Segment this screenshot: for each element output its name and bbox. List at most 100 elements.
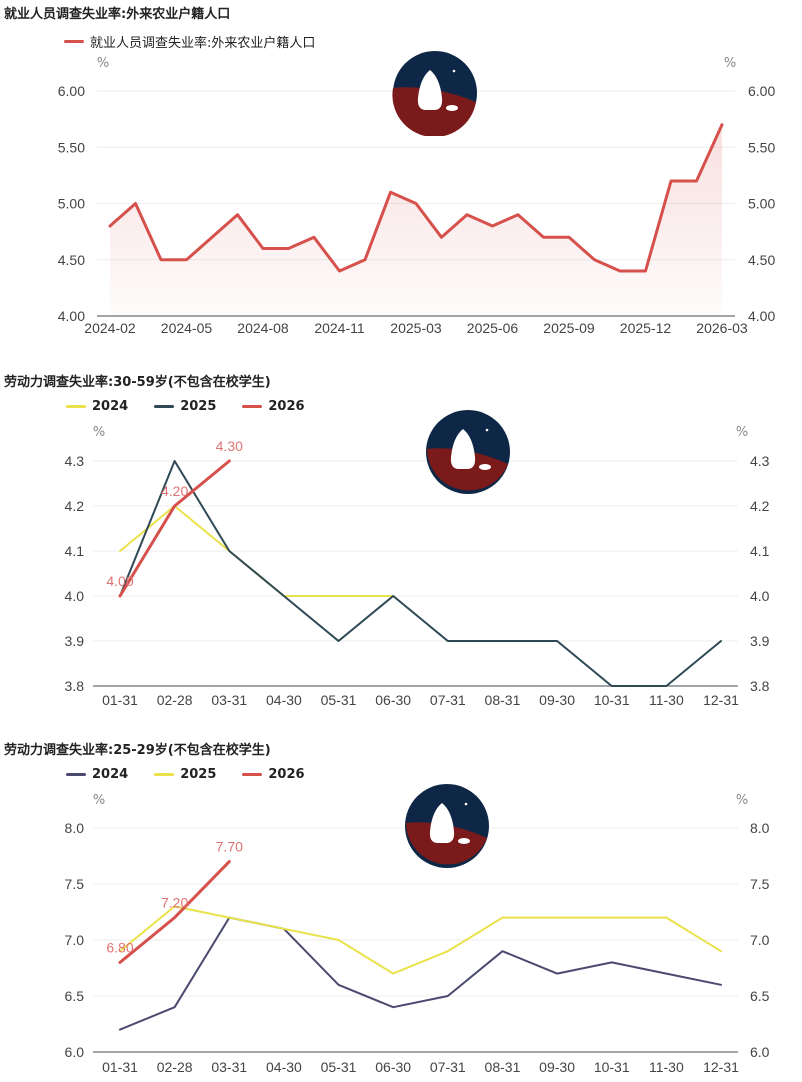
y-unit-left: % <box>93 425 105 440</box>
x-tick-label: 09-30 <box>539 692 575 708</box>
y-tick-label-left: 7.0 <box>65 932 85 948</box>
y-tick-label-right: 6.0 <box>750 1044 770 1060</box>
x-tick-label: 07-31 <box>430 1059 466 1075</box>
y-tick-label-right: 7.0 <box>750 932 770 948</box>
x-tick-label: 12-31 <box>703 692 739 708</box>
series-line-2026 <box>118 459 231 598</box>
x-tick-label: 2024-08 <box>237 320 289 336</box>
x-tick-label: 08-31 <box>485 1059 521 1075</box>
x-tick-label: 05-31 <box>321 692 357 708</box>
x-tick-label: 2025-06 <box>467 320 519 336</box>
y-unit-right: % <box>724 56 736 71</box>
legend-swatch <box>66 405 86 408</box>
x-tick-label: 2025-03 <box>390 320 442 336</box>
chart-3-title: 劳动力调查失业率:25-29岁(不包含在校学生) <box>4 743 271 758</box>
y-tick-label-right: 3.8 <box>750 678 770 694</box>
legend-label: 2025 <box>180 399 217 414</box>
x-tick-label: 06-30 <box>375 692 411 708</box>
y-tick-label-left: 6.0 <box>65 1044 85 1060</box>
x-tick-label: 2025-09 <box>543 320 595 336</box>
x-tick-label: 04-30 <box>266 1059 302 1075</box>
x-tick-label: 08-31 <box>485 692 521 708</box>
y-tick-label-left: 4.0 <box>65 588 85 604</box>
y-tick-label-right: 4.0 <box>750 588 770 604</box>
y-unit-left: % <box>93 793 105 808</box>
y-unit-right: % <box>736 793 748 808</box>
y-tick-label-left: 8.0 <box>65 820 85 836</box>
legend-item[interactable]: 2024 <box>66 767 128 782</box>
data-label: 6.80 <box>106 939 133 955</box>
legend-swatch <box>154 773 175 776</box>
y-tick-label-right: 5.00 <box>748 196 775 212</box>
x-tick-label: 03-31 <box>211 1059 247 1075</box>
legend-item[interactable]: 就业人员调查失业率:外来农业户籍人口 <box>64 32 315 51</box>
x-tick-label: 11-30 <box>649 692 684 708</box>
y-tick-label-left: 3.9 <box>65 633 85 649</box>
series-line-2025 <box>119 905 722 975</box>
y-tick-label-left: 3.8 <box>65 678 85 694</box>
legend-item[interactable]: 2026 <box>242 767 305 782</box>
legend-swatch <box>154 405 175 408</box>
chart-2-title: 劳动力调查失业率:30-59岁(不包含在校学生) <box>4 375 271 390</box>
x-tick-label: 10-31 <box>594 692 630 708</box>
series-area <box>110 124 722 316</box>
legend-swatch <box>242 773 263 776</box>
y-tick-label-left: 7.5 <box>65 876 85 892</box>
x-tick-label: 07-31 <box>430 692 466 708</box>
y-tick-label-left: 4.50 <box>58 252 85 268</box>
watermark-logo <box>426 410 510 494</box>
legend-swatch <box>242 405 263 408</box>
legend-swatch <box>64 40 84 43</box>
y-tick-label-right: 4.3 <box>750 453 770 469</box>
legend-swatch <box>66 773 86 776</box>
legend-label: 就业人员调查失业率:外来农业户籍人口 <box>90 36 316 51</box>
x-tick-label: 11-30 <box>649 1059 684 1075</box>
watermark-logo <box>405 784 489 868</box>
y-unit-right: % <box>736 425 748 440</box>
x-tick-label: 10-31 <box>594 1059 630 1075</box>
series-line-2026 <box>118 860 231 964</box>
x-tick-label: 02-28 <box>157 1059 193 1075</box>
x-tick-label: 2026-03 <box>696 320 748 336</box>
y-tick-label-left: 5.00 <box>58 196 85 212</box>
y-tick-label-right: 5.50 <box>748 139 775 155</box>
y-tick-label-right: 4.50 <box>748 252 775 268</box>
y-tick-label-left: 5.50 <box>58 139 85 155</box>
legend-item[interactable]: 2025 <box>154 399 216 414</box>
y-tick-label-right: 4.2 <box>750 498 770 514</box>
x-tick-label: 12-31 <box>703 1059 739 1075</box>
x-tick-label: 2024-02 <box>84 320 136 336</box>
y-tick-label-left: 4.3 <box>65 453 85 469</box>
y-tick-label-left: 4.2 <box>65 498 85 514</box>
legend-item[interactable]: 2026 <box>242 399 305 414</box>
x-tick-label: 2024-11 <box>314 320 365 336</box>
series-line-2025 <box>119 460 722 687</box>
legend-label: 2026 <box>268 399 305 414</box>
chart-2-legend: 2024 2025 2026 <box>66 399 331 414</box>
y-tick-label-right: 8.0 <box>750 820 770 836</box>
y-tick-label-right: 6.5 <box>750 988 770 1004</box>
chart-1-legend: 就业人员调查失业率:外来农业户籍人口 <box>64 32 341 51</box>
data-label: 7.20 <box>161 895 188 911</box>
data-label: 4.30 <box>216 438 243 454</box>
data-label: 4.00 <box>106 573 133 589</box>
legend-label: 2024 <box>92 767 129 782</box>
x-tick-label: 2025-12 <box>620 320 672 336</box>
x-tick-label: 01-31 <box>102 1059 138 1075</box>
y-tick-label-right: 6.00 <box>748 83 775 99</box>
legend-label: 2025 <box>180 767 217 782</box>
series-line-2024 <box>119 916 722 1031</box>
y-tick-label-left: 6.00 <box>58 83 85 99</box>
x-tick-label: 01-31 <box>102 692 138 708</box>
legend-item[interactable]: 2024 <box>66 399 128 414</box>
y-tick-label-right: 4.00 <box>748 308 775 324</box>
chart-1-title: 就业人员调查失业率:外来农业户籍人口 <box>4 7 231 22</box>
x-tick-label: 02-28 <box>157 692 193 708</box>
y-tick-label-left: 4.00 <box>58 308 85 324</box>
x-tick-label: 05-31 <box>321 1059 357 1075</box>
x-tick-label: 03-31 <box>211 692 247 708</box>
legend-item[interactable]: 2025 <box>154 767 216 782</box>
legend-label: 2024 <box>92 399 129 414</box>
watermark-logo <box>392 51 477 136</box>
